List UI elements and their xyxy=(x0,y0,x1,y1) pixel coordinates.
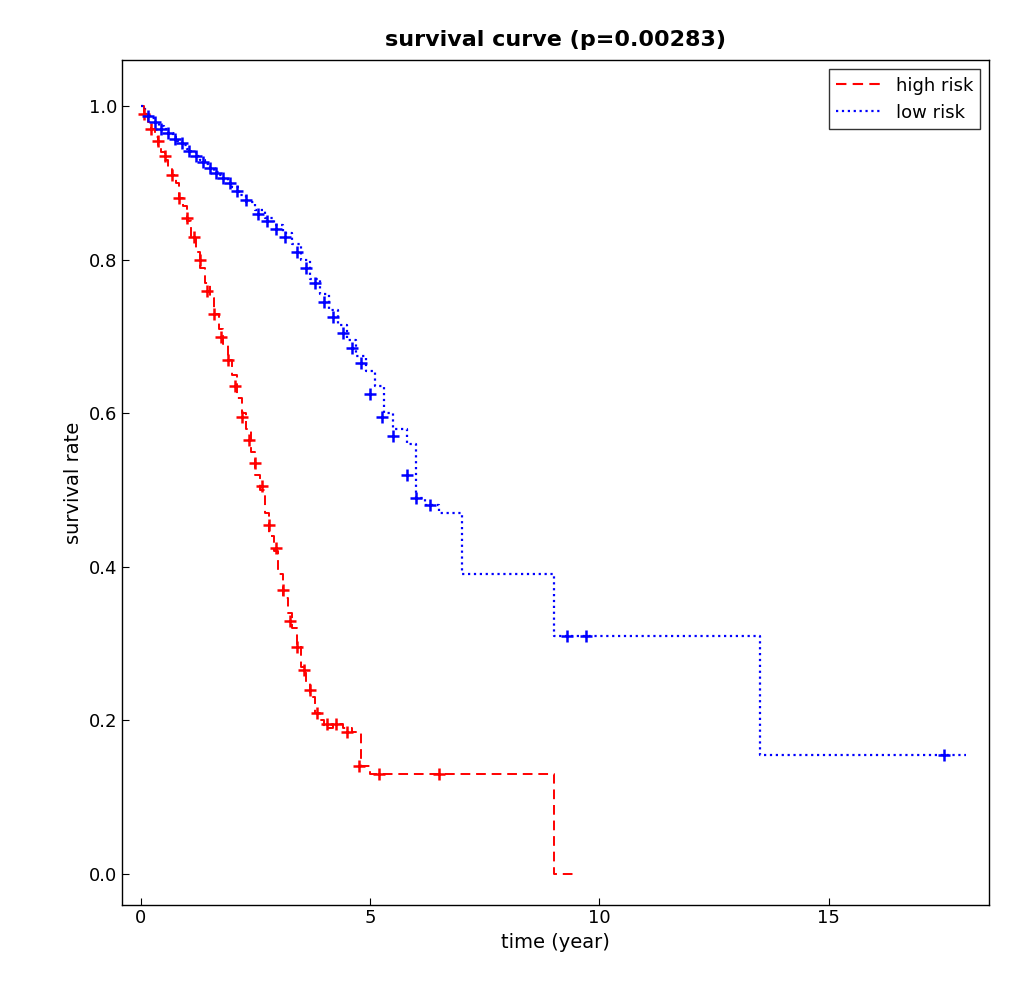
Legend: high risk, low risk: high risk, low risk xyxy=(828,69,979,129)
Y-axis label: survival rate: survival rate xyxy=(64,421,84,544)
Title: survival curve (p=0.00283): survival curve (p=0.00283) xyxy=(385,30,726,50)
X-axis label: time (year): time (year) xyxy=(501,933,609,952)
